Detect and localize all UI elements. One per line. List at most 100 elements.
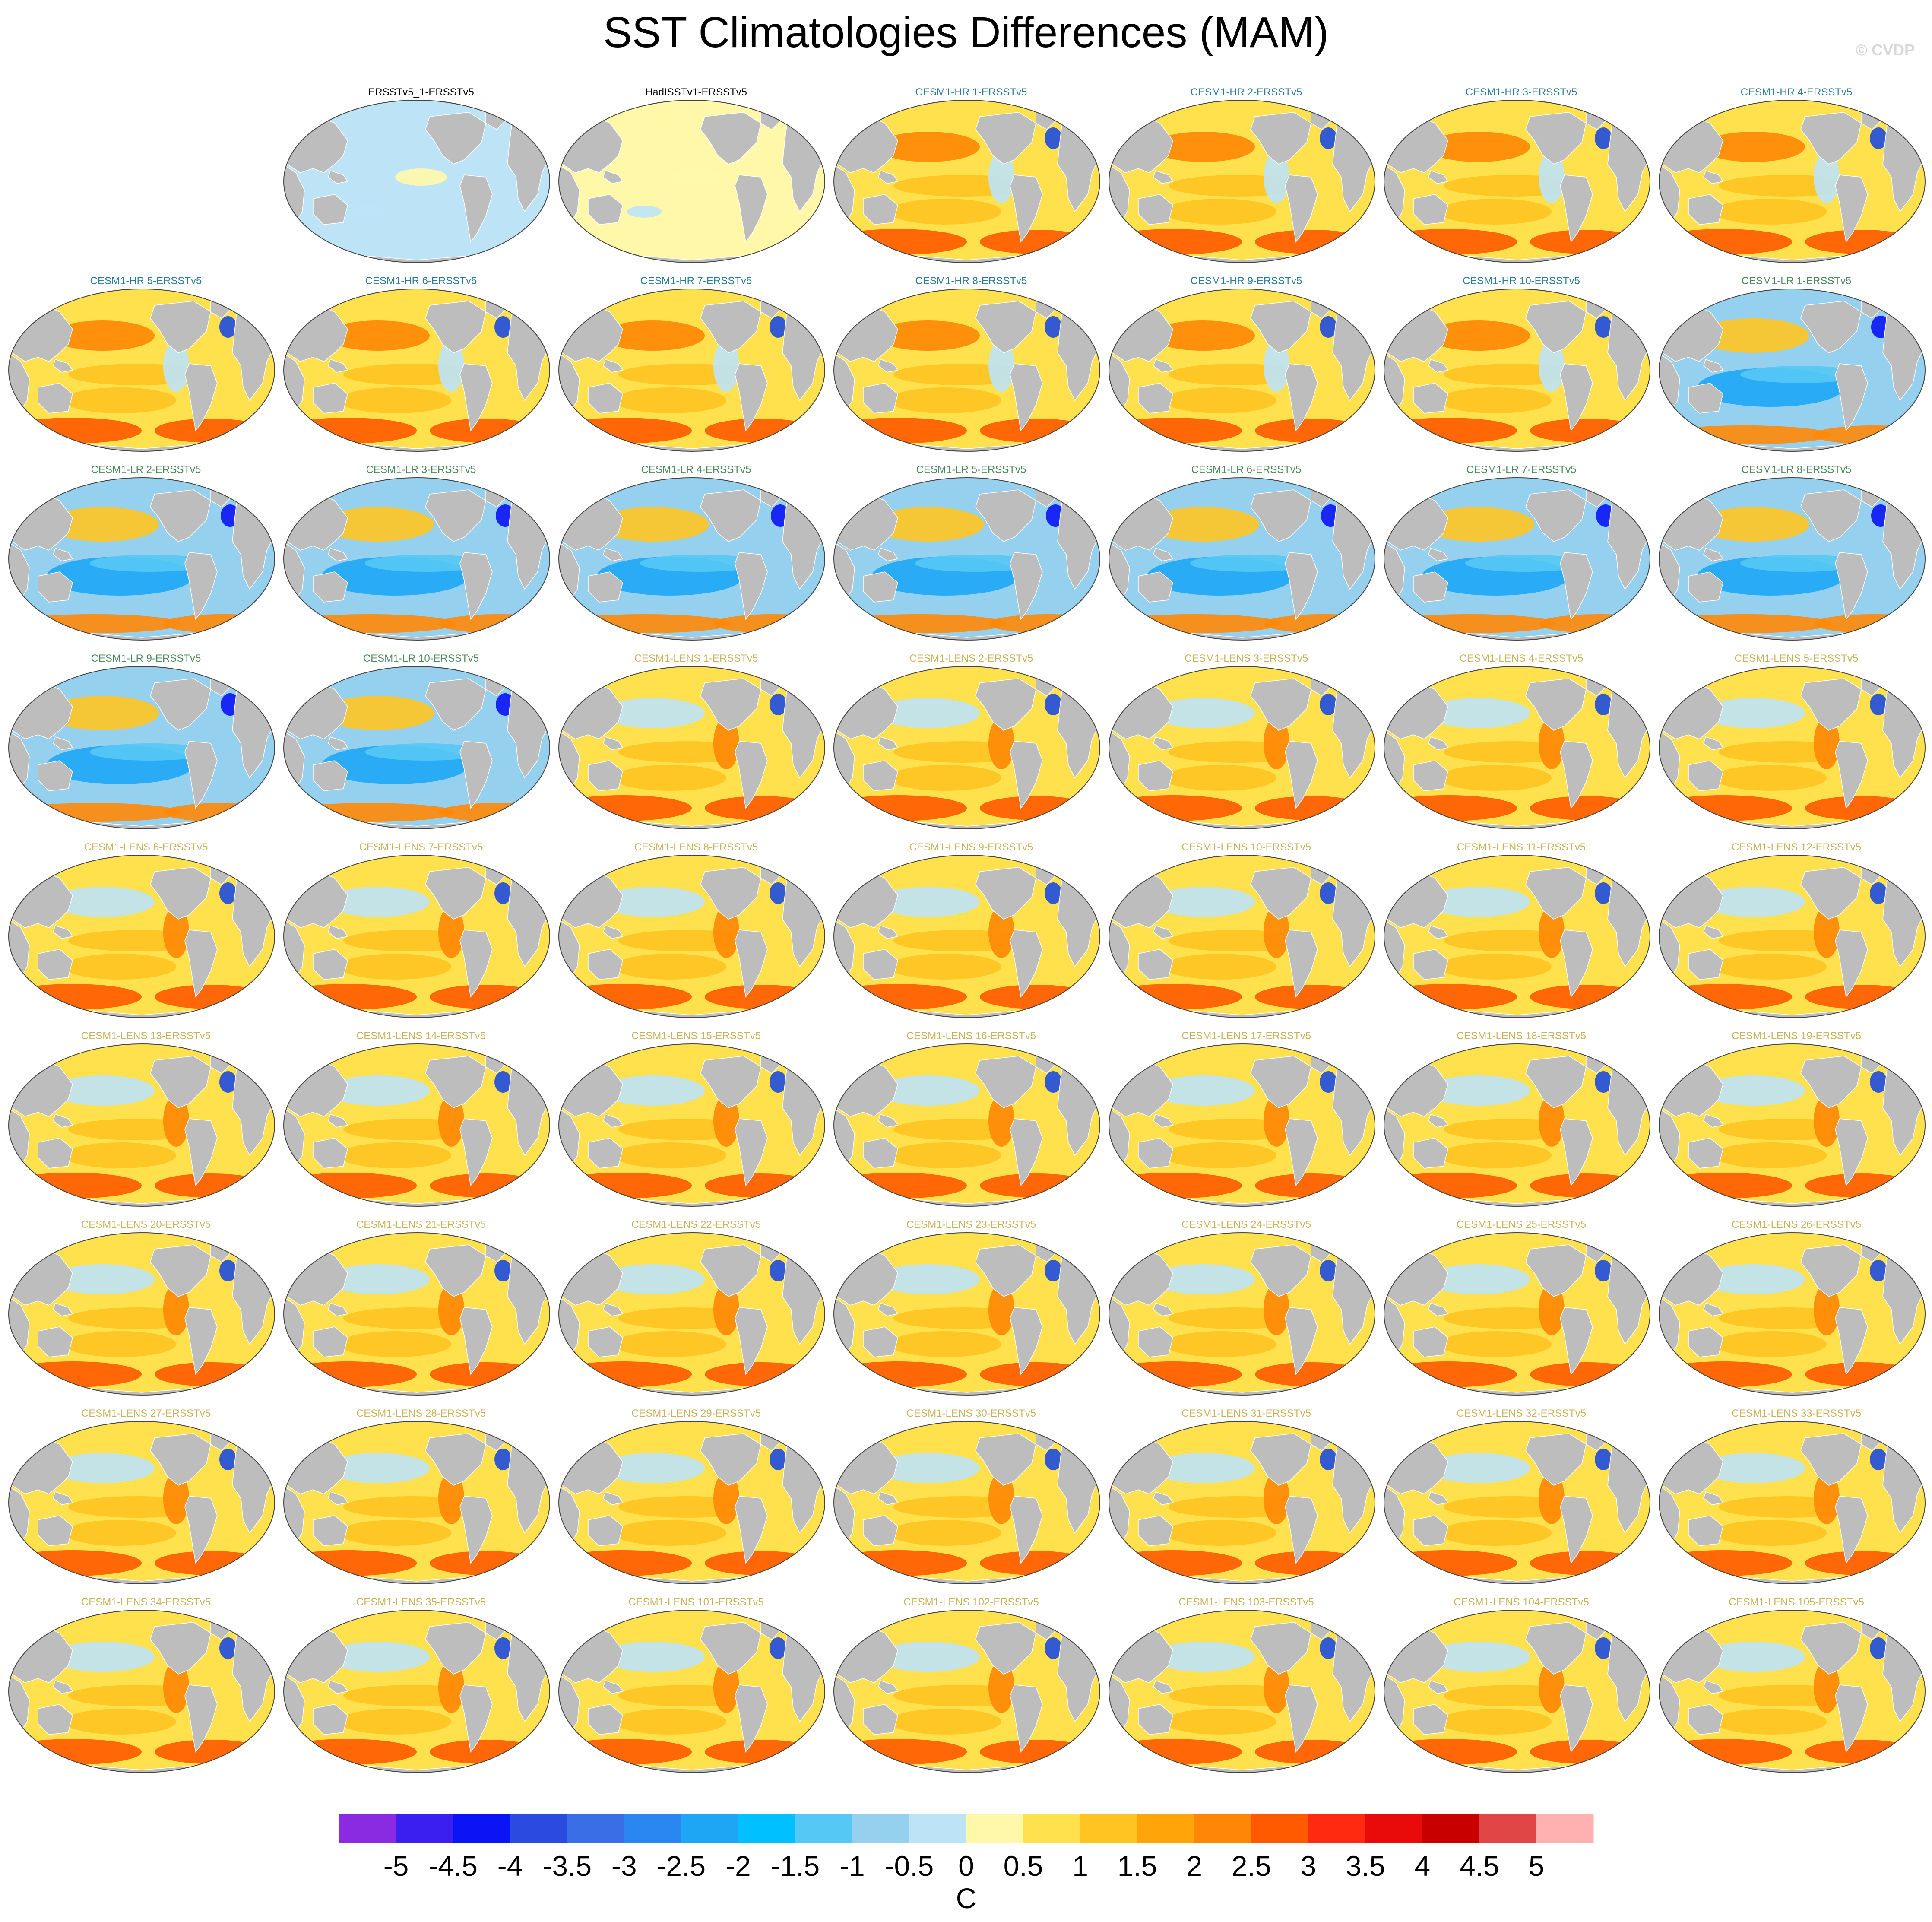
land-mass: [1413, 949, 1448, 980]
land-mass: [1800, 1244, 1862, 1297]
land-mass: [1010, 1684, 1043, 1753]
anomaly-region: [1164, 1331, 1276, 1357]
land-mass: [975, 678, 1036, 731]
land-mass: [425, 678, 486, 731]
anomaly-region: [705, 985, 817, 1009]
anomaly-region: [705, 1362, 817, 1386]
anomaly-region: [1805, 796, 1917, 820]
map-svg: [833, 1043, 1100, 1207]
anomaly-region: [980, 1173, 1092, 1198]
panel-title: CESM1-LENS 9-ERSSTv5: [909, 841, 1033, 853]
anomaly-region: [1426, 1264, 1530, 1294]
anomaly-region: [980, 230, 1092, 254]
anomaly-region: [1045, 1637, 1062, 1659]
land-mass: [1525, 112, 1587, 165]
anomaly-region: [770, 1071, 787, 1093]
land-mass: [1560, 1118, 1593, 1186]
panel-title: CESM1-LENS 6-ERSSTv5: [84, 841, 208, 853]
land-mass: [38, 949, 73, 980]
anomaly-region: [872, 507, 984, 542]
anomaly-region: [1539, 717, 1565, 769]
anomaly-region: [1264, 1472, 1289, 1524]
land-mass: [1703, 925, 1724, 939]
map-outline: [1659, 1232, 1926, 1396]
map-svg: [1384, 289, 1650, 452]
anomaly-region: [640, 555, 761, 572]
map-svg: [1109, 855, 1375, 1018]
map-panel: CESM1-LENS 13-ERSSTv5: [8, 1030, 284, 1212]
map-outline: [833, 100, 1100, 263]
anomaly-region: [1320, 316, 1337, 338]
anomaly-region: [1164, 1709, 1276, 1735]
panel-title: CESM1-LENS 104-ERSSTv5: [1454, 1596, 1589, 1608]
land-mass: [313, 1326, 348, 1357]
land-mass: [328, 1680, 348, 1694]
anomaly-region: [430, 419, 542, 443]
colorbar-swatch: [1023, 1814, 1081, 1843]
land-mass: [328, 925, 348, 939]
panel-title: CESM1-LENS 19-ERSSTv5: [1731, 1030, 1862, 1042]
land-mass: [1688, 1326, 1723, 1357]
map-panel: CESM1-LENS 103-ERSSTv5: [1108, 1596, 1384, 1778]
land-mass: [700, 1433, 761, 1486]
colorbar: -5 -4.5 -4 -3.5 -3 -2.5 -2 -1.5 -1 -0.5 0 0.5 1 1.5 2 2…: [339, 1814, 1594, 1914]
panel-title: CESM1-HR 7-ERSSTv5: [640, 275, 752, 287]
anomaly-region: [1814, 1284, 1840, 1335]
map-panel: CESM1-LENS 27-ERSSTv5: [8, 1408, 284, 1589]
anomaly-region: [438, 340, 464, 392]
anomaly-region: [163, 340, 189, 392]
anomaly-region: [1439, 1709, 1552, 1735]
land-mass: [53, 736, 73, 750]
anomaly-region: [90, 555, 211, 572]
land-mass: [184, 552, 218, 620]
land-mass: [1153, 736, 1174, 750]
land-mass: [1250, 1622, 1311, 1675]
map-outline: [8, 855, 275, 1018]
panel-title: CESM1-HR 8-ERSSTv5: [915, 275, 1027, 287]
colorbar-swatch: [1365, 1814, 1423, 1843]
anomaly-region: [1814, 717, 1840, 769]
land-mass: [1153, 1114, 1174, 1128]
anomaly-region: [988, 340, 1014, 392]
land-mass: [1250, 112, 1311, 165]
map-panel: CESM1-HR 5-ERSSTv5: [8, 275, 284, 457]
land-mass: [313, 194, 348, 225]
map-outline: [558, 100, 825, 263]
anomaly-region: [1045, 1449, 1062, 1470]
anomaly-region: [430, 985, 542, 1009]
map-outline: [1109, 1232, 1375, 1396]
map-svg: [8, 666, 275, 829]
map-panel: CESM1-LENS 105-ERSSTv5: [1658, 1596, 1932, 1778]
land-mass: [1413, 194, 1448, 225]
land-mass: [1250, 489, 1311, 542]
map-panel: CESM1-LENS 22-ERSSTv5: [558, 1219, 834, 1400]
land-mass: [313, 1138, 348, 1169]
anomaly-region: [155, 1551, 267, 1575]
anomaly-region: [494, 1637, 512, 1659]
land-mass: [184, 1118, 218, 1186]
anomaly-region: [705, 1551, 817, 1575]
anomaly-region: [915, 555, 1036, 572]
map-svg: [833, 289, 1100, 452]
anomaly-region: [1870, 882, 1887, 904]
land-mass: [184, 1684, 218, 1753]
anomaly-region: [834, 1361, 967, 1387]
anomaly-region: [284, 803, 456, 822]
anomaly-region: [614, 954, 726, 980]
anomaly-region: [163, 1095, 189, 1147]
anomaly-region: [1384, 984, 1517, 1010]
anomaly-region: [1701, 1453, 1805, 1483]
anomaly-region: [1264, 1095, 1289, 1147]
anomaly-region: [284, 418, 417, 444]
map-svg: [1659, 100, 1926, 263]
land-mass: [863, 1515, 898, 1546]
map-outline: [283, 289, 550, 452]
colorbar-swatch: [1422, 1814, 1480, 1843]
anomaly-region: [51, 1264, 155, 1294]
anomaly-region: [1595, 1449, 1612, 1470]
map-svg: [8, 289, 275, 452]
map-svg: [558, 289, 825, 452]
anomaly-region: [1255, 1173, 1367, 1198]
map-outline: [1659, 477, 1926, 641]
map-panel: CESM1-LR 6-ERSSTv5: [1108, 464, 1384, 645]
